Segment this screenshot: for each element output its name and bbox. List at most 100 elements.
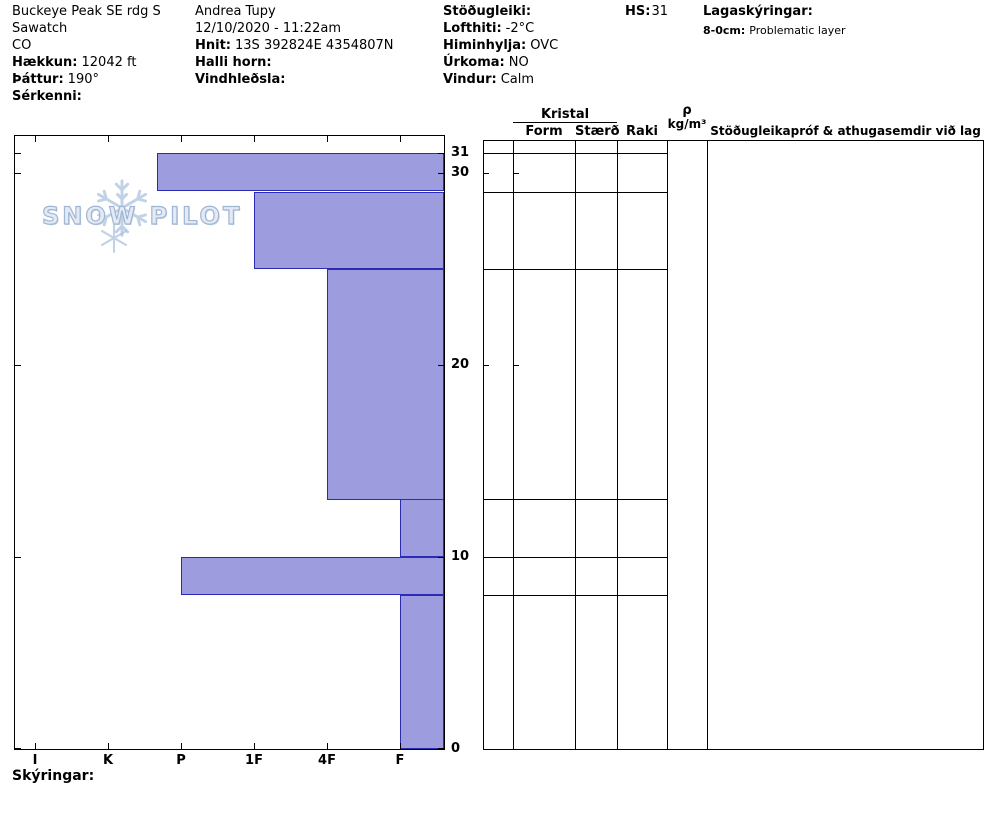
size-header: Stærð [575, 124, 620, 139]
aspect-value: 190° [67, 72, 99, 87]
depth-tick-label: 30 [451, 165, 470, 180]
hardness-tick [327, 743, 328, 749]
slope-angle-label: Halli horn: [195, 55, 272, 70]
hardness-tick [35, 743, 36, 749]
hardness-profile-chart [14, 135, 445, 750]
air-temp-row: Lofthiti: -2°C [443, 21, 534, 37]
slope-angle-row: Halli horn: [195, 55, 276, 71]
hs-label: HS: [625, 4, 651, 19]
hardness-tick [108, 743, 109, 749]
layer-bar [400, 499, 444, 557]
depth-tick [514, 173, 519, 174]
depth-tick [438, 557, 444, 558]
hardness-tick [400, 136, 401, 142]
sky-row: Himinhylja: OVC [443, 38, 558, 54]
observer-name: Andrea Tupy [195, 4, 276, 19]
notes-footer-label: Skýringar: [12, 768, 95, 784]
comments-header: Stöðugleikapróf & athugasemdir við lag [710, 124, 981, 138]
hardness-tick [400, 743, 401, 749]
sky-value: OVC [530, 38, 559, 53]
crystal-bracket-line [513, 122, 617, 123]
layer-note-label: 8-0cm: [703, 24, 746, 37]
wind-row: Vindur: Calm [443, 72, 534, 88]
hardness-tick-label: I [32, 753, 38, 768]
layer-boundary-line [484, 595, 667, 596]
hs-row: HS:31 [625, 4, 668, 20]
hardness-tick-label: K [102, 753, 114, 768]
depth-tick [484, 173, 489, 174]
air-temp-value: -2°C [505, 21, 535, 36]
depth-tick [438, 748, 444, 749]
hardness-tick [108, 136, 109, 142]
depth-tick-label: 10 [451, 549, 470, 564]
hardness-tick-label: 4F [318, 753, 336, 768]
layer-bar [181, 557, 444, 595]
coords-row: Hnit: 13S 392824E 4354807N [195, 38, 394, 54]
depth-tick [484, 557, 489, 558]
depth-tick [438, 173, 444, 174]
hardness-tick-label: F [395, 753, 405, 768]
layer-bar [400, 595, 444, 749]
wind-loading-row: Vindhleðsla: [195, 72, 289, 88]
wind-loading-label: Vindhleðsla: [195, 72, 286, 87]
depth-tick [514, 557, 519, 558]
depth-tick [484, 365, 489, 366]
layer-boundary-line [484, 269, 667, 270]
layer-note-row: 8-0cm: Problematic layer [703, 24, 846, 38]
special-row: Sérkenni: [12, 89, 86, 105]
hardness-tick-label: P [176, 753, 186, 768]
layer-notes-title-label: Lagaskýringar: [703, 4, 813, 19]
layer-note-text: Problematic layer [749, 24, 846, 37]
layer-boundary-line [484, 499, 667, 500]
site-name: Buckeye Peak SE rdg S [12, 4, 161, 19]
hs-value: 31 [651, 4, 668, 19]
hardness-tick [181, 136, 182, 142]
depth-tick-label: 0 [451, 741, 461, 756]
coords-label: Hnit: [195, 38, 232, 53]
column-divider [617, 141, 618, 749]
hardness-tick [254, 743, 255, 749]
depth-tick [438, 365, 444, 366]
layer-notes-title: Lagaskýringar: [703, 4, 817, 20]
crystal-header: Kristal [540, 107, 590, 122]
depth-tick-label: 31 [451, 145, 470, 160]
density-units-header: kg/m³ [667, 117, 707, 131]
depth-tick [438, 153, 444, 154]
hardness-tick [181, 743, 182, 749]
elevation-value: 12042 ft [81, 55, 137, 70]
site-state: CO [12, 38, 32, 53]
layer-boundary-line [484, 557, 667, 558]
precip-row: Úrkoma: NO [443, 55, 529, 71]
hardness-tick [327, 136, 328, 142]
stability-label: Stöðugleiki: [443, 4, 532, 19]
elevation-label: Hækkun: [12, 55, 78, 70]
wind-label: Vindur: [443, 72, 497, 87]
depth-tick [15, 557, 21, 558]
hardness-tick [35, 136, 36, 142]
precip-value: NO [508, 55, 529, 70]
special-label: Sérkenni: [12, 89, 82, 104]
form-header: Form [525, 124, 563, 139]
air-temp-label: Lofthiti: [443, 21, 502, 36]
stability-row: Stöðugleiki: [443, 4, 535, 20]
wind-value: Calm [500, 72, 535, 87]
depth-tick [514, 365, 519, 366]
layer-boundary-line [484, 153, 667, 154]
layer-bar [327, 269, 444, 500]
layer-boundary-line [484, 192, 667, 193]
precip-label: Úrkoma: [443, 55, 505, 70]
depth-tick [15, 748, 21, 749]
coords-value: 13S 392824E 4354807N [235, 38, 394, 53]
layer-data-table [483, 140, 984, 750]
aspect-row: Þáttur: 190° [12, 72, 99, 88]
layer-bar [157, 153, 444, 191]
moisture-header: Raki [626, 124, 658, 139]
elevation-row: Hækkun: 12042 ft [12, 55, 136, 71]
column-divider [513, 141, 514, 749]
observation-datetime: 12/10/2020 - 11:22am [195, 21, 341, 36]
column-divider [667, 141, 668, 749]
aspect-label: Þáttur: [12, 72, 64, 87]
depth-tick [15, 173, 21, 174]
hardness-tick [254, 136, 255, 142]
